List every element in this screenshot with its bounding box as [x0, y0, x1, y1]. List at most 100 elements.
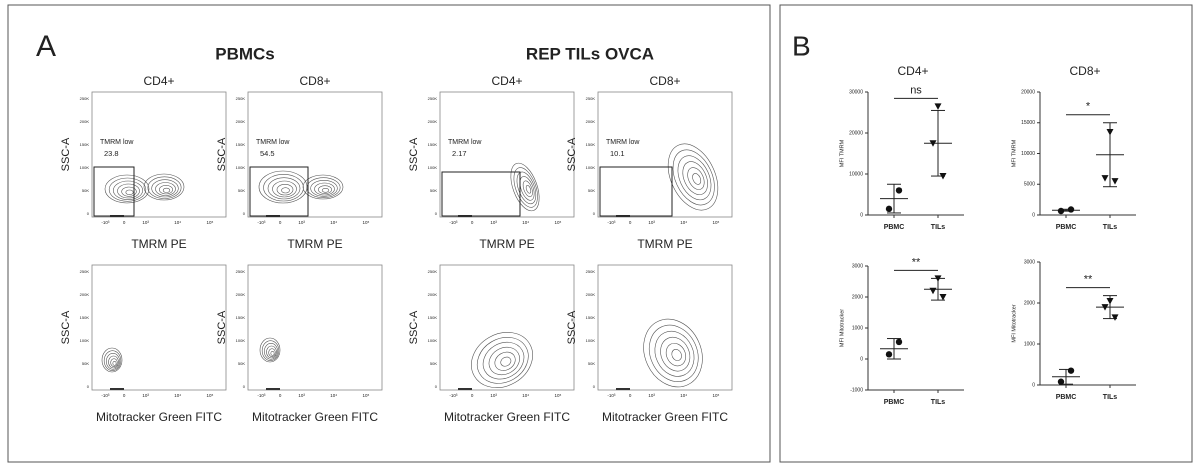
x-axis-label: Mitotracker Green FITC [602, 410, 728, 424]
contour [159, 185, 173, 195]
x-axis-label: TMRM PE [479, 237, 534, 251]
x-tick-label: PBMC [1056, 394, 1077, 401]
contour [525, 185, 532, 194]
y-tick-label: 250K [80, 269, 90, 274]
y-tick-label: 100K [80, 338, 90, 343]
plot-frame [597, 264, 733, 391]
x-tick-label: 10³ [648, 220, 655, 225]
gate-value: 10.1 [610, 149, 625, 158]
y-tick-label: 100K [236, 165, 246, 170]
data-point [1067, 206, 1075, 213]
y-tick-label: 250K [428, 96, 438, 101]
y-tick-label: 50K [430, 188, 437, 193]
contour [522, 180, 533, 198]
y-tick-label: 200K [586, 292, 596, 297]
data-point [1057, 378, 1065, 385]
x-tick-label: 10³ [648, 393, 655, 398]
y-tick-label: 20000 [849, 130, 863, 136]
y-axis-label: MFI Mitotracker [1011, 304, 1017, 342]
y-tick-label: 0 [860, 212, 863, 218]
x-tick-label: -10³ [257, 220, 266, 225]
gate [441, 171, 521, 217]
x-tick-label: 10³ [298, 220, 305, 225]
data-point [1111, 178, 1119, 185]
contour [143, 173, 185, 201]
contour [264, 343, 278, 360]
column-title: CD4+ [143, 74, 174, 88]
x-tick-label: 0 [123, 393, 126, 398]
contour [471, 332, 533, 388]
contour [510, 162, 540, 212]
x-tick-label: 10⁵ [362, 220, 369, 225]
data-point [885, 205, 893, 213]
plot-frame [439, 91, 575, 218]
y-tick-label: 0 [860, 356, 863, 362]
y-tick-label: 10000 [1021, 151, 1035, 157]
y-tick-label: 200K [80, 292, 90, 297]
contour [103, 350, 122, 371]
data-point [1111, 314, 1119, 321]
group-title: PBMCs [215, 44, 275, 63]
x-tick-label: 10³ [490, 220, 497, 225]
contour [104, 174, 150, 204]
axis-event-band [458, 388, 472, 390]
contour [266, 345, 277, 359]
y-tick-label: 1000 [852, 325, 863, 331]
y-axis-label: SSC-A [60, 310, 72, 344]
y-axis-label: SSC-A [216, 310, 228, 344]
y-tick-label: 50K [238, 188, 245, 193]
gate-label: TMRM low [100, 139, 134, 146]
gate-value: 23.8 [104, 149, 119, 158]
plot-frame [91, 264, 227, 391]
contour [654, 330, 695, 377]
x-tick-label: 10⁴ [330, 393, 337, 398]
y-tick-label: 50K [588, 361, 595, 366]
contour [162, 187, 171, 193]
contour [121, 186, 137, 197]
column-title: CD8+ [649, 74, 680, 88]
plot-frame [597, 91, 733, 218]
y-tick-label: 50K [82, 361, 89, 366]
plot-frame [247, 264, 383, 391]
y-tick-label: 250K [586, 269, 596, 274]
plot-frame [439, 264, 575, 391]
x-axis-label: TMRM PE [131, 237, 186, 251]
x-tick-label: 10⁴ [522, 220, 529, 225]
y-tick-label: 20000 [1021, 89, 1035, 95]
y-tick-label: 0 [593, 384, 596, 389]
data-point [885, 351, 893, 358]
contour [155, 182, 176, 196]
x-tick-label: 10³ [298, 393, 305, 398]
chart-title: CD4+ [897, 64, 928, 78]
x-tick-label: 0 [123, 220, 126, 225]
x-tick-label: 10⁴ [174, 393, 181, 398]
y-tick-label: 100K [236, 338, 246, 343]
contour [494, 351, 516, 371]
y-axis-label: MFI TMRM [839, 139, 845, 167]
x-tick-label: 10⁵ [554, 220, 561, 225]
contour [692, 173, 702, 185]
x-tick-label: 0 [629, 393, 632, 398]
y-tick-label: 2000 [852, 294, 863, 300]
axis-event-band [110, 388, 124, 390]
contour [113, 180, 143, 200]
y-tick-label: 150K [236, 142, 246, 147]
chart-title: CD8+ [1069, 64, 1100, 78]
y-tick-label: 5000 [1024, 182, 1035, 188]
significance-label: ** [1084, 274, 1093, 286]
contour [648, 324, 699, 382]
contour [488, 346, 520, 376]
y-tick-label: 200K [428, 292, 438, 297]
panel-label: A [36, 30, 56, 63]
contour [267, 177, 301, 200]
x-tick-label: 10³ [142, 393, 149, 398]
contour [687, 167, 705, 190]
y-tick-label: 3000 [1024, 259, 1035, 265]
gate [599, 166, 673, 217]
y-tick-label: 2000 [1024, 300, 1035, 306]
y-tick-label: 0 [87, 211, 90, 216]
panel-a-frame [7, 4, 771, 463]
contour [672, 149, 715, 206]
contour [117, 183, 140, 199]
y-tick-label: 150K [80, 315, 90, 320]
